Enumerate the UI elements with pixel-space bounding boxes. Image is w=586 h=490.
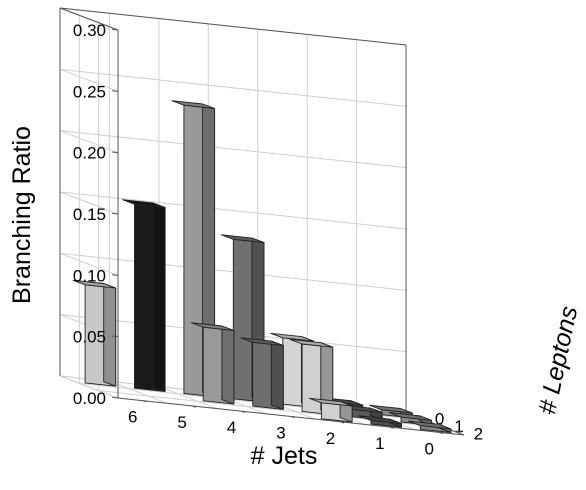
x-tick-mark [439,431,443,435]
y-tick-mark [434,423,443,426]
frame-edge [59,7,119,31]
floor-grid [59,375,119,399]
z-tick-label: 0.00 [73,389,106,408]
x-tick-mark [340,421,345,424]
bar-face-top [220,234,265,244]
z-tick-label: 0.05 [73,328,106,347]
x-tick-label: 6 [128,408,137,427]
x-tick-label: 5 [177,413,186,432]
x-tick-label: 0 [425,439,434,458]
frame-edge [59,7,407,46]
bar-face-top [308,397,353,407]
y-tick-mark [454,430,462,433]
z-tick-label: 0.30 [73,21,106,40]
z-tick-label: 0.15 [73,205,106,224]
x-tick-mark [389,426,394,429]
bar-face-top [72,279,117,289]
back-wall-hgrid [59,130,407,169]
x-tick-label: 4 [227,418,236,437]
bar-jets-6-leptons-0 [72,279,117,387]
y-tick-label: 1 [454,417,463,436]
x-tick-mark [191,405,196,408]
bar-face-top [289,338,334,348]
bar-face-side [221,325,235,405]
z-axis-label: Branching Ratio [8,126,36,304]
floor-grid [158,386,218,410]
y-axis-label: # Leptons [533,304,583,417]
bar-jets-4-leptons-1 [190,322,235,405]
back-wall-hgrid [59,191,407,230]
bar-face-top [122,199,166,208]
x-axis-label: # Jets [251,442,318,470]
x-tick-mark [241,410,246,414]
side-wall-hgrid [59,68,119,92]
y-tick-mark [415,416,424,418]
z-tick-mark [112,151,119,154]
bar-face-top [270,332,314,342]
bar-jets-4-leptons-0 [171,100,216,398]
bar-jets-3-leptons-1 [240,337,284,410]
x-tick-mark [290,416,295,419]
chart-tick-labels: 0.000.050.100.150.200.250.306 5 4 3 2 1 00 1 2 [73,21,483,458]
bar-face-side [152,202,166,392]
bar-jets-2-leptons-1 [289,338,334,416]
z-tick-label: 0.25 [73,82,106,101]
bar-jets-2-leptons-2 [308,397,353,423]
bar-face-top [240,337,284,347]
z-tick-label: 0.20 [73,144,106,163]
side-wall-hgrid [59,130,119,154]
z-tick-mark [112,28,119,31]
y-tick-label: 2 [474,424,483,443]
z-tick-mark [112,335,119,338]
z-tick-mark [112,90,119,92]
back-wall-hgrid [59,68,407,107]
z-tick-mark [112,212,119,215]
x-tick-label: 3 [276,424,285,443]
bar-face-top [369,404,413,414]
bar-face-side [270,340,284,410]
x-tick-label: 1 [375,434,384,453]
bar-face-top [388,412,433,421]
side-wall-hgrid [59,191,119,215]
bar-face-top [171,100,216,109]
bar-jets-5-leptons-0 [122,199,166,392]
x-tick-mark [142,400,147,403]
floor-grid [109,380,168,404]
bar-jets-0-leptons-2 [407,420,452,434]
y-tick-label: 0 [435,410,444,429]
chart-bars [72,100,452,434]
bar-jets-1-leptons-2 [358,415,402,428]
bar-face-top [190,322,235,331]
x-tick-label: 2 [326,429,335,448]
bar-face-top [358,415,402,425]
z-tick-mark [112,396,119,399]
side-wall-hgrid [59,252,119,276]
z-tick-label: 0.10 [73,266,106,285]
z-tick-mark [112,274,119,276]
